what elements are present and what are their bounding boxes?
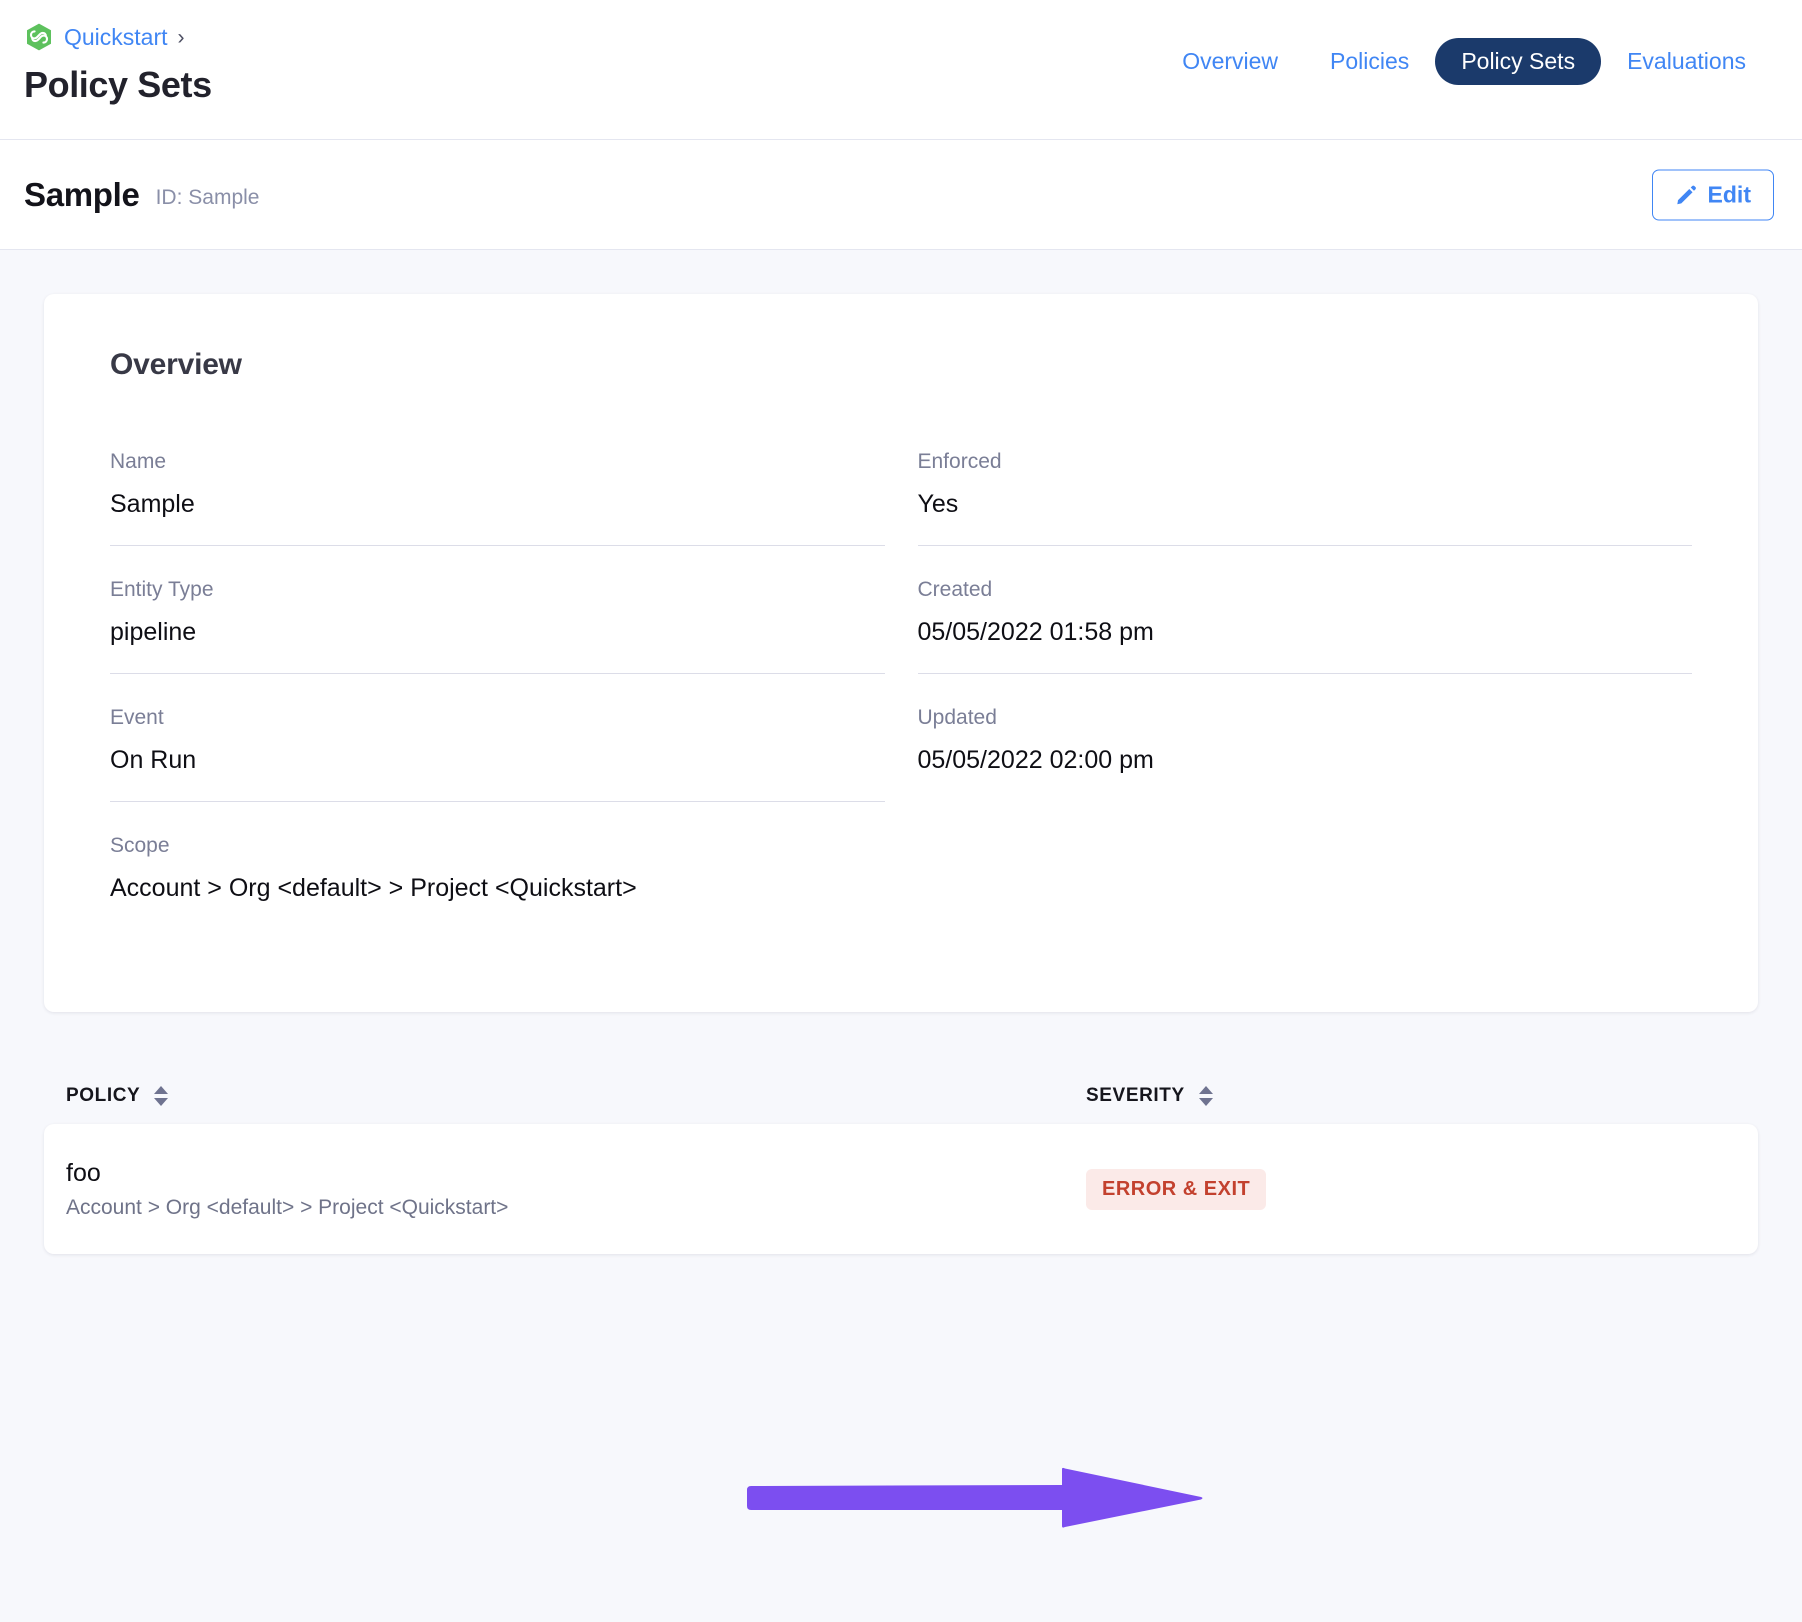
field-entity-type-value: pipeline bbox=[110, 618, 197, 647]
field-enforced: Enforced Yes bbox=[917, 450, 1692, 546]
page-body: Overview Name Sample Enforced Yes Entity… bbox=[0, 294, 1802, 1254]
tab-overview[interactable]: Overview bbox=[1182, 48, 1279, 74]
status-badge: ERROR & EXIT bbox=[1086, 1168, 1267, 1210]
field-scope-value: Account > Org <default> > Project <Quick… bbox=[110, 874, 637, 903]
field-updated-value: 05/05/2022 02:00 pm bbox=[917, 746, 1154, 775]
table-row[interactable]: foo Account > Org <default> > Project <Q… bbox=[44, 1124, 1758, 1254]
column-header-policy-label: POLICY bbox=[66, 1085, 141, 1106]
breadcrumb-separator-icon: › bbox=[177, 25, 185, 49]
field-name: Name Sample bbox=[110, 450, 885, 546]
policy-name: foo bbox=[66, 1158, 101, 1187]
top-header: Quickstart › Policy Sets Overview Polici… bbox=[0, 0, 1802, 140]
tab-policy-sets[interactable]: Policy Sets bbox=[1435, 38, 1602, 85]
column-header-policy[interactable]: POLICY bbox=[66, 1084, 1086, 1108]
field-name-value: Sample bbox=[110, 490, 195, 519]
field-updated-label: Updated bbox=[917, 706, 997, 729]
field-entity-type: Entity Type pipeline bbox=[110, 578, 885, 674]
field-entity-type-label: Entity Type bbox=[110, 578, 214, 601]
field-spacer bbox=[918, 834, 1693, 930]
cell-severity: ERROR & EXIT bbox=[1086, 1168, 1267, 1210]
column-header-severity-label: SEVERITY bbox=[1086, 1085, 1185, 1106]
field-event-value: On Run bbox=[110, 746, 197, 775]
policies-table: POLICY SEVERITY bbox=[44, 1068, 1758, 1254]
page-title: Policy Sets bbox=[24, 64, 212, 105]
cell-policy: foo Account > Org <default> > Project <Q… bbox=[66, 1159, 1086, 1220]
breadcrumb-project-link[interactable]: Quickstart bbox=[64, 23, 168, 50]
nav-tabs: Overview Policies Policy Sets Evaluation… bbox=[1156, 38, 1772, 85]
field-event-label: Event bbox=[110, 706, 164, 729]
right-arrow-annotation-icon bbox=[744, 1467, 1204, 1529]
policies-table-header: POLICY SEVERITY bbox=[44, 1068, 1758, 1124]
breadcrumb: Quickstart › bbox=[24, 20, 1802, 54]
field-created: Created 05/05/2022 01:58 pm bbox=[917, 578, 1692, 674]
overview-fields-grid: Name Sample Enforced Yes Entity Type pip… bbox=[110, 450, 1692, 962]
field-enforced-value: Yes bbox=[917, 490, 959, 519]
pencil-icon bbox=[1675, 183, 1698, 206]
sort-updown-icon[interactable] bbox=[152, 1084, 170, 1108]
overview-card-title: Overview bbox=[110, 348, 242, 381]
entity-id: ID: Sample bbox=[155, 185, 260, 209]
policy-scope: Account > Org <default> > Project <Quick… bbox=[66, 1195, 509, 1219]
harness-logo-icon bbox=[24, 22, 54, 52]
field-enforced-label: Enforced bbox=[917, 450, 1002, 473]
entity-header: Sample ID: Sample Edit bbox=[0, 140, 1802, 250]
entity-name: Sample bbox=[24, 175, 140, 213]
field-updated: Updated 05/05/2022 02:00 pm bbox=[918, 706, 1693, 802]
field-scope-label: Scope bbox=[110, 834, 170, 857]
sort-updown-icon[interactable] bbox=[1197, 1084, 1215, 1108]
edit-button-label: Edit bbox=[1707, 181, 1751, 207]
field-event: Event On Run bbox=[110, 706, 885, 802]
overview-card: Overview Name Sample Enforced Yes Entity… bbox=[44, 294, 1758, 1012]
field-created-value: 05/05/2022 01:58 pm bbox=[917, 618, 1154, 647]
field-name-label: Name bbox=[110, 450, 167, 473]
column-header-severity[interactable]: SEVERITY bbox=[1086, 1084, 1215, 1108]
field-scope: Scope Account > Org <default> > Project … bbox=[110, 834, 885, 930]
field-created-label: Created bbox=[917, 578, 993, 601]
edit-button[interactable]: Edit bbox=[1651, 169, 1774, 220]
tab-evaluations[interactable]: Evaluations bbox=[1627, 48, 1746, 74]
tab-policies[interactable]: Policies bbox=[1330, 48, 1410, 74]
